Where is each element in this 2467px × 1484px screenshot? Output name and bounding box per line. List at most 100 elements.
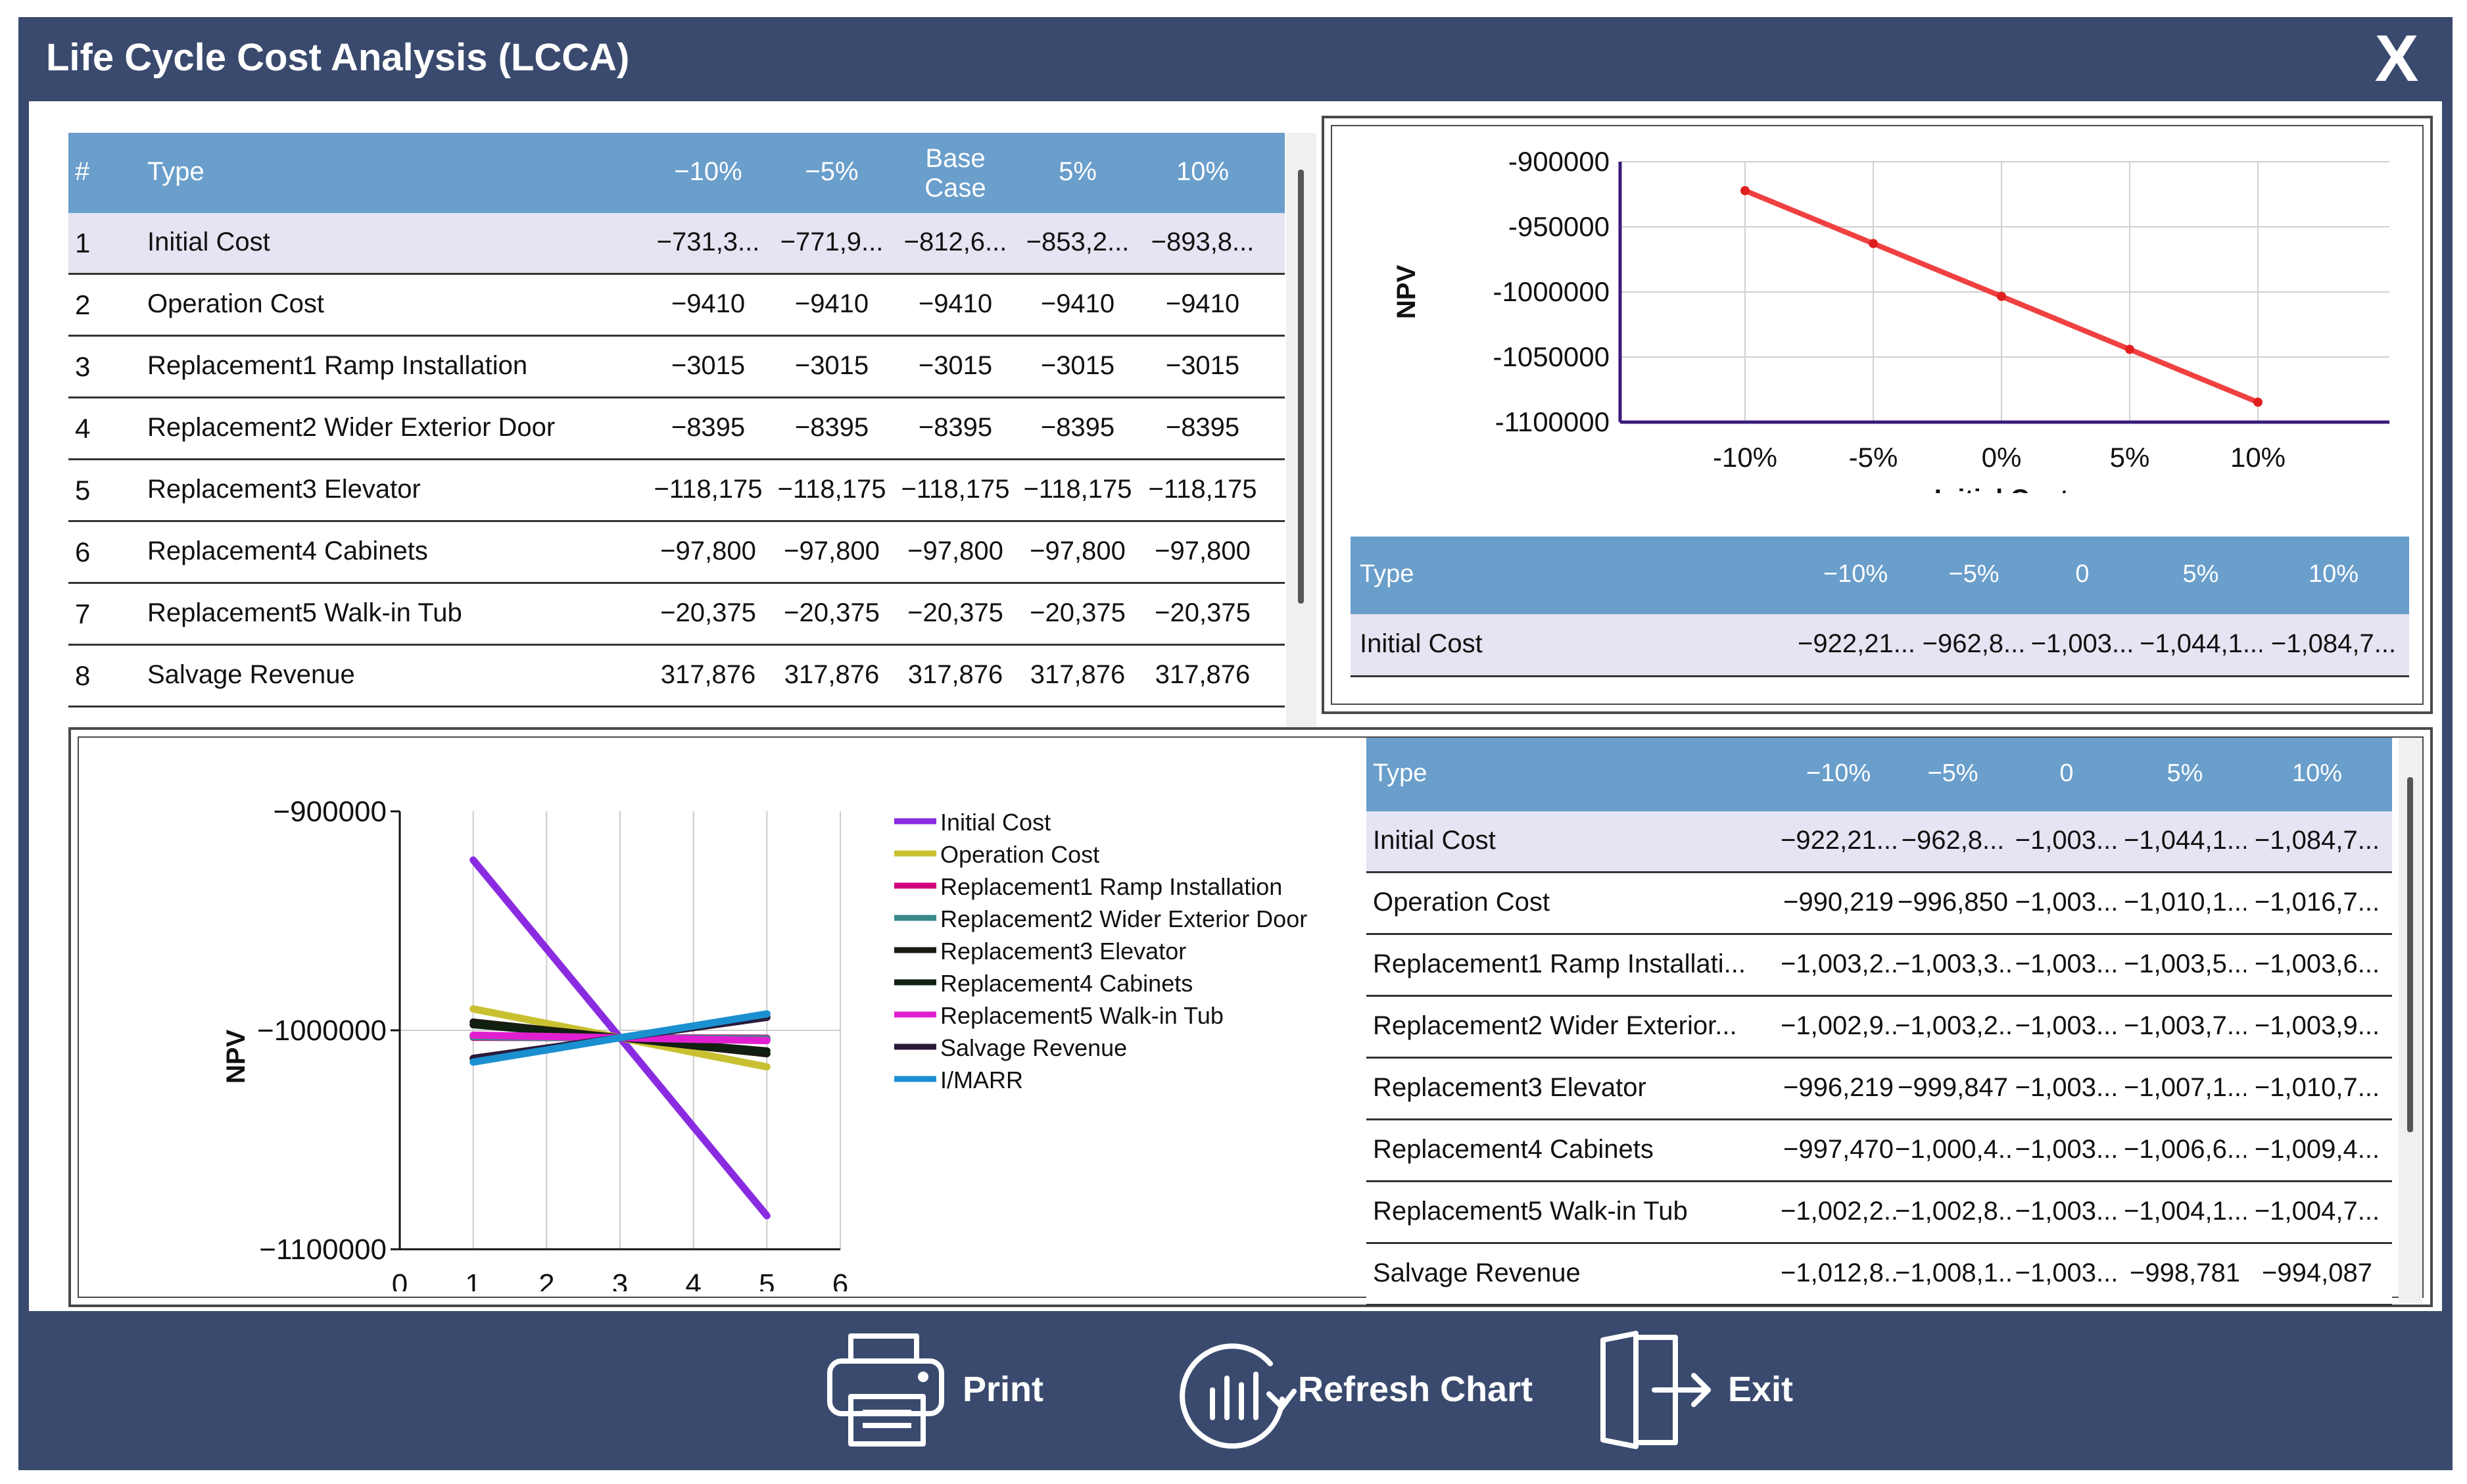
print-label: Print bbox=[963, 1370, 1044, 1409]
legend-label: Replacement4 Cabinets bbox=[940, 970, 1193, 997]
footer-bar: Print Refresh Chart bbox=[18, 1311, 2453, 1470]
content-area: # Type −10% −5% Base Case 5% 10% 1 Initial Cost −… bbox=[29, 101, 2442, 1311]
single_table-col-header[interactable]: 10% bbox=[2308, 560, 2359, 588]
data-point bbox=[1997, 291, 2006, 301]
initial-cost-line-chart: -900000 -950000 -1000000 -1050000 -1100000 -1… bbox=[1392, 146, 2389, 493]
single_table-col-header[interactable]: −5% bbox=[1948, 560, 2000, 588]
sens_table-cell: −1,003,2... bbox=[1781, 949, 1896, 979]
sens_table-row[interactable]: Initial Cost −922,21... −962,8... −1,003...… bbox=[1366, 811, 2392, 873]
sens_table-cell: −1,003,6... bbox=[2254, 949, 2380, 979]
main_table-col-header[interactable]: 10% bbox=[1176, 157, 1230, 186]
sens_table-cell: −922,21... bbox=[1781, 826, 1896, 855]
sens_table-cell: Replacement4 Cabinets bbox=[1373, 1135, 1654, 1164]
sens_table-col-header[interactable]: 5% bbox=[2167, 759, 2203, 788]
x-axis-title: Initial Cost bbox=[1934, 485, 2069, 493]
print-button[interactable]: Print bbox=[825, 1331, 1101, 1449]
sens_table-row[interactable]: Replacement1 Ramp Installati... −1,003,2.… bbox=[1366, 935, 2392, 997]
data-point bbox=[2253, 397, 2263, 407]
sens_table-row[interactable]: Operation Cost −990,219 −996,850 −1,003... −… bbox=[1366, 873, 2392, 935]
x-tick-label: 6 bbox=[832, 1268, 848, 1291]
main_table-cell: 5 bbox=[75, 475, 91, 506]
single_table-col-header[interactable]: 5% bbox=[2182, 560, 2219, 588]
legend-label: Initial Cost bbox=[940, 809, 1051, 836]
main_table-col-header[interactable]: −5% bbox=[805, 157, 859, 186]
main_table-row[interactable]: 4 Replacement2 Wider Exterior Door −8395 −8… bbox=[68, 398, 1285, 460]
sens_table-cell: −1,003... bbox=[2015, 1073, 2119, 1103]
main-table-scroll-thumb[interactable] bbox=[1298, 170, 1304, 604]
main_table-col-header[interactable]: # bbox=[75, 157, 90, 186]
x-tick-label: 5 bbox=[759, 1268, 775, 1291]
main_table-row[interactable]: 2 Operation Cost −9410 −9410 −9410 −9410 −9410 bbox=[68, 275, 1285, 337]
main_table-cell: −97,800 bbox=[1030, 537, 1126, 566]
main_table-col-header[interactable]: Base Case bbox=[924, 144, 986, 203]
main_table-col-header[interactable]: Type bbox=[147, 157, 204, 186]
y-tick-label: −1100000 bbox=[259, 1233, 387, 1266]
x-tick-label: -5% bbox=[1849, 442, 1898, 473]
sens_table-cell: Salvage Revenue bbox=[1373, 1258, 1581, 1288]
single_table-col-header[interactable]: Type bbox=[1360, 560, 1414, 588]
sens_table-cell: −1,003,5... bbox=[2124, 949, 2246, 979]
sensitivity-table-scrollbar[interactable] bbox=[2399, 738, 2422, 1303]
sens_table-cell: Replacement5 Walk-in Tub bbox=[1373, 1197, 1688, 1226]
main_table-col-header[interactable]: 5% bbox=[1059, 157, 1097, 186]
main_table-cell: 317,876 bbox=[1030, 660, 1126, 690]
main_table-cell: −731,3... bbox=[656, 227, 760, 257]
sens_table-cell: −1,010,1... bbox=[2124, 888, 2246, 917]
single_table-col-header[interactable]: 0 bbox=[2075, 560, 2090, 588]
sens_table-row[interactable]: Replacement3 Elevator −996,219 −999,847 −1,… bbox=[1366, 1059, 2392, 1120]
main_table-cell: −9410 bbox=[918, 289, 993, 319]
sens_table-cell: −1,044,1... bbox=[2124, 826, 2246, 855]
sens_table-col-header[interactable]: −10% bbox=[1806, 759, 1871, 788]
single_table-row[interactable]: Initial Cost −922,21... −962,8... −1,003...… bbox=[1351, 614, 2409, 677]
sens_table-cell: −1,000,4... bbox=[1895, 1135, 2011, 1164]
main_table-col-header[interactable]: −10% bbox=[674, 157, 742, 186]
main_table-row[interactable]: 6 Replacement4 Cabinets −97,800 −97,800 −97,… bbox=[68, 522, 1285, 584]
main_table-row[interactable]: 3 Replacement1 Ramp Installation −3015 −301… bbox=[68, 337, 1285, 398]
exit-button[interactable]: Exit bbox=[1596, 1331, 1807, 1449]
main-table-scrollbar[interactable] bbox=[1286, 133, 1316, 732]
y-tick-label: -900000 bbox=[1508, 146, 1610, 177]
sens_table-col-header[interactable]: 0 bbox=[2059, 759, 2074, 788]
main_table-cell: 317,876 bbox=[660, 660, 756, 690]
main_table-row[interactable]: 8 Salvage Revenue 317,876 317,876 317,876 317… bbox=[68, 646, 1285, 707]
main_table-cell: 317,876 bbox=[907, 660, 1003, 690]
sens_table-row[interactable]: Replacement5 Walk-in Tub −1,002,2... −1,00… bbox=[1366, 1182, 2392, 1244]
y-axis-title: NPV bbox=[222, 1030, 251, 1084]
main_table-cell: 317,876 bbox=[1155, 660, 1251, 690]
sens_table-cell: −996,850 bbox=[1898, 888, 2008, 917]
sens_table-col-header[interactable]: −5% bbox=[1927, 759, 1978, 788]
sens_table-row[interactable]: Salvage Revenue −1,012,8... −1,008,1... −1,… bbox=[1366, 1244, 2392, 1306]
sens_table-cell: −1,003,2... bbox=[1895, 1011, 2011, 1041]
single_table-cell: −962,8... bbox=[1922, 629, 2026, 659]
sens_table-row[interactable]: Replacement4 Cabinets −997,470 −1,000,4...… bbox=[1366, 1120, 2392, 1182]
legend-label: Operation Cost bbox=[940, 841, 1099, 868]
main_table-cell: Initial Cost bbox=[147, 227, 270, 257]
main_table-cell: −3015 bbox=[794, 351, 869, 381]
close-button[interactable]: X bbox=[2374, 22, 2419, 95]
main_table-row[interactable]: 5 Replacement3 Elevator −118,175 −118,175 −1… bbox=[68, 460, 1285, 522]
sens_table-cell: −999,847 bbox=[1898, 1073, 2008, 1103]
main_table-cell: 7 bbox=[75, 598, 91, 630]
main_table-cell: −97,800 bbox=[660, 537, 756, 566]
sens_table-cell: Replacement3 Elevator bbox=[1373, 1073, 1646, 1103]
main_table-row[interactable]: 7 Replacement5 Walk-in Tub −20,375 −20,375−… bbox=[68, 584, 1285, 646]
sens_table-cell: −1,003... bbox=[2015, 826, 2119, 855]
sens_table-cell: −1,003... bbox=[2015, 888, 2119, 917]
x-tick-label: 10% bbox=[2230, 442, 2286, 473]
sens_table-row[interactable]: Replacement2 Wider Exterior... −1,002,9..… bbox=[1366, 997, 2392, 1059]
main_table-cell: −20,375 bbox=[1030, 598, 1126, 628]
main_table-cell: −20,375 bbox=[1155, 598, 1251, 628]
single_table-col-header[interactable]: −10% bbox=[1823, 560, 1888, 588]
main_table-row[interactable]: 1 Initial Cost −731,3... −771,9... −812,6...… bbox=[68, 213, 1285, 275]
single-chart-panel: -900000 -950000 -1000000 -1050000 -1100000 -1… bbox=[1322, 116, 2433, 714]
refresh-chart-button[interactable]: Refresh Chart bbox=[1172, 1331, 1540, 1449]
sensitivity-panel-inner bbox=[78, 736, 2424, 1298]
sens_table-cell: −1,007,1... bbox=[2124, 1073, 2246, 1103]
refresh-chart-icon bbox=[1180, 1343, 1297, 1449]
sensitivity-table-scroll-thumb[interactable] bbox=[2407, 777, 2413, 1132]
lcca-window: Life Cycle Cost Analysis (LCCA) X # Type −… bbox=[18, 17, 2453, 1470]
main_table-cell: −9410 bbox=[794, 289, 869, 319]
main_table-cell: −97,800 bbox=[907, 537, 1003, 566]
sens_table-col-header[interactable]: Type bbox=[1373, 759, 1427, 788]
sens_table-col-header[interactable]: 10% bbox=[2291, 759, 2343, 788]
